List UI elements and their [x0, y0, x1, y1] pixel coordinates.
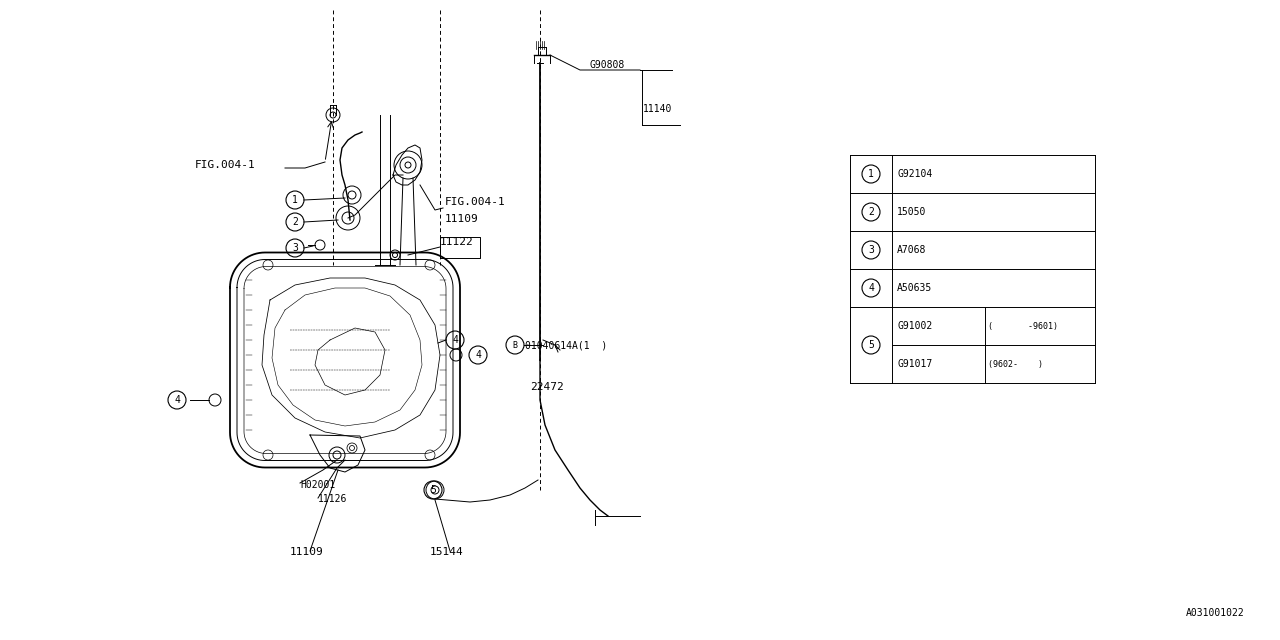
Text: 1: 1: [292, 195, 298, 205]
Text: G91017: G91017: [897, 359, 932, 369]
Text: 15144: 15144: [430, 547, 463, 557]
Text: 3: 3: [292, 243, 298, 253]
Text: 4: 4: [475, 350, 481, 360]
Text: 15050: 15050: [897, 207, 927, 217]
Text: 2: 2: [868, 207, 874, 217]
Text: FIG.004-1: FIG.004-1: [195, 160, 256, 170]
Text: 4: 4: [868, 283, 874, 293]
Text: 11122: 11122: [440, 237, 474, 247]
Text: 4: 4: [452, 335, 458, 345]
Text: 11109: 11109: [445, 214, 479, 224]
Text: 2: 2: [292, 217, 298, 227]
Text: FIG.004-1: FIG.004-1: [445, 197, 506, 207]
Text: 22472: 22472: [530, 382, 563, 392]
Text: G92104: G92104: [897, 169, 932, 179]
Text: 4: 4: [174, 395, 180, 405]
Text: B: B: [512, 340, 517, 349]
Text: 1: 1: [868, 169, 874, 179]
Text: A7068: A7068: [897, 245, 927, 255]
Text: 11109: 11109: [291, 547, 324, 557]
Text: G91002: G91002: [897, 321, 932, 331]
Text: A50635: A50635: [897, 283, 932, 293]
Text: 01040614A(1  ): 01040614A(1 ): [525, 340, 607, 350]
Text: H02001: H02001: [300, 480, 335, 490]
Text: A031001022: A031001022: [1187, 608, 1245, 618]
Text: 5: 5: [868, 340, 874, 350]
Text: 5: 5: [430, 485, 436, 495]
Text: (       -9601): ( -9601): [988, 321, 1059, 330]
Text: 11140: 11140: [643, 104, 672, 114]
Text: G90808: G90808: [590, 60, 625, 70]
Text: (9602-    ): (9602- ): [988, 360, 1043, 369]
Text: 3: 3: [868, 245, 874, 255]
Text: 11126: 11126: [317, 494, 347, 504]
